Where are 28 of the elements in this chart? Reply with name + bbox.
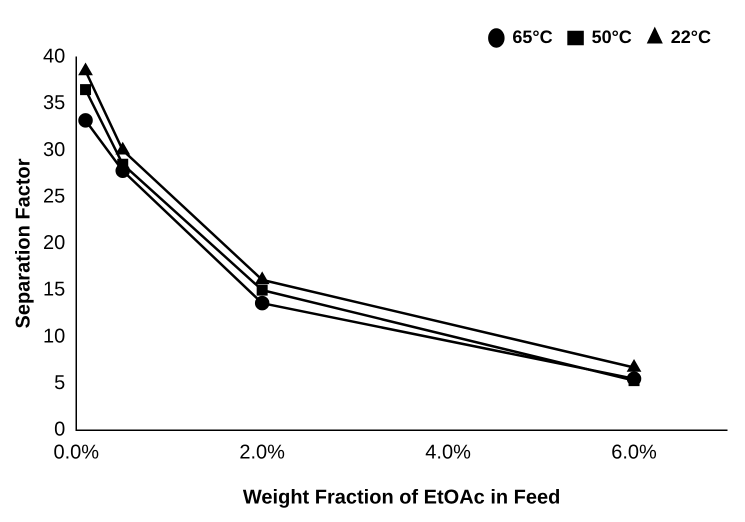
y-tick-label: 15 (42, 278, 66, 301)
x-axis-title: Weight Fraction of EtOAc in Feed (242, 486, 560, 509)
y-tick-label: 5 (54, 372, 66, 394)
x-tick-label: 6.0% (611, 442, 658, 464)
point (256, 284, 268, 296)
y-tick-label: 30 (42, 138, 66, 161)
y-tick-label: 25 (42, 185, 66, 208)
x-tick-label: 0.0% (53, 442, 100, 464)
point (116, 143, 130, 154)
y-tick-label: 20 (42, 232, 66, 254)
point (256, 272, 269, 284)
point (115, 164, 130, 178)
x-tick-label: 2.0% (239, 442, 286, 464)
x-tick-label: 4.0% (425, 442, 472, 464)
point (626, 371, 642, 386)
point (254, 296, 270, 310)
legend-label: 50°C (592, 26, 632, 47)
legend-label: 65°C (512, 26, 553, 47)
y-tick-label: 0 (54, 418, 66, 441)
y-axis-title: Separation Factor (12, 158, 35, 329)
y-tick-label: 10 (42, 325, 66, 348)
point (78, 113, 93, 128)
legend-label: 22°C (670, 26, 711, 47)
y-tick-label: 35 (42, 92, 66, 114)
y-tick-label: 40 (42, 46, 66, 68)
point (628, 360, 640, 372)
point (80, 84, 92, 96)
point (79, 64, 92, 76)
